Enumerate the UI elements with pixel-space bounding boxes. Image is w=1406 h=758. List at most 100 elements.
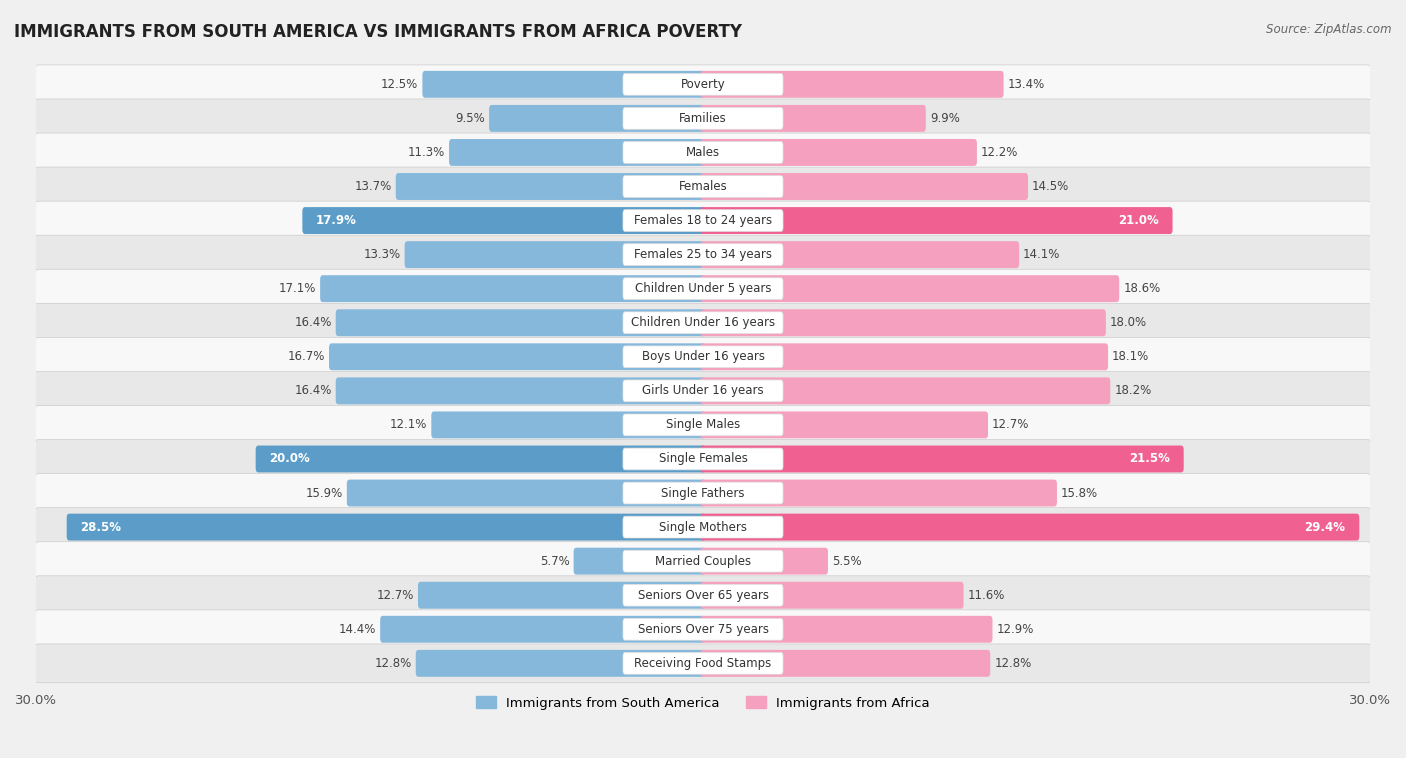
FancyBboxPatch shape — [574, 548, 706, 575]
FancyBboxPatch shape — [35, 269, 1371, 308]
Text: 28.5%: 28.5% — [80, 521, 121, 534]
Text: 18.0%: 18.0% — [1109, 316, 1147, 329]
Text: 5.5%: 5.5% — [832, 555, 862, 568]
Text: 21.5%: 21.5% — [1129, 453, 1170, 465]
FancyBboxPatch shape — [623, 448, 783, 470]
FancyBboxPatch shape — [700, 480, 1057, 506]
Text: 16.4%: 16.4% — [294, 384, 332, 397]
FancyBboxPatch shape — [700, 446, 1184, 472]
Text: 17.9%: 17.9% — [316, 214, 357, 227]
Text: 12.8%: 12.8% — [374, 657, 412, 670]
FancyBboxPatch shape — [35, 371, 1371, 410]
FancyBboxPatch shape — [623, 108, 783, 130]
FancyBboxPatch shape — [329, 343, 706, 370]
Text: 5.7%: 5.7% — [540, 555, 569, 568]
FancyBboxPatch shape — [380, 615, 706, 643]
FancyBboxPatch shape — [700, 173, 1028, 200]
FancyBboxPatch shape — [700, 615, 993, 643]
FancyBboxPatch shape — [700, 105, 925, 132]
Text: 15.9%: 15.9% — [305, 487, 343, 500]
Text: Single Males: Single Males — [666, 418, 740, 431]
Text: Married Couples: Married Couples — [655, 555, 751, 568]
Text: 15.8%: 15.8% — [1062, 487, 1098, 500]
Text: 12.7%: 12.7% — [993, 418, 1029, 431]
Text: Females: Females — [679, 180, 727, 193]
Text: Single Mothers: Single Mothers — [659, 521, 747, 534]
FancyBboxPatch shape — [418, 581, 706, 609]
FancyBboxPatch shape — [489, 105, 706, 132]
Text: 14.1%: 14.1% — [1024, 248, 1060, 261]
Text: Families: Families — [679, 112, 727, 125]
FancyBboxPatch shape — [35, 610, 1371, 649]
FancyBboxPatch shape — [35, 133, 1371, 172]
FancyBboxPatch shape — [35, 576, 1371, 615]
FancyBboxPatch shape — [623, 653, 783, 674]
FancyBboxPatch shape — [700, 275, 1119, 302]
FancyBboxPatch shape — [623, 312, 783, 334]
FancyBboxPatch shape — [35, 508, 1371, 547]
Text: 9.9%: 9.9% — [929, 112, 960, 125]
Text: Girls Under 16 years: Girls Under 16 years — [643, 384, 763, 397]
FancyBboxPatch shape — [700, 343, 1108, 370]
Text: Poverty: Poverty — [681, 78, 725, 91]
FancyBboxPatch shape — [449, 139, 706, 166]
FancyBboxPatch shape — [700, 207, 1173, 234]
Text: 16.7%: 16.7% — [288, 350, 325, 363]
FancyBboxPatch shape — [35, 235, 1371, 274]
Text: 14.4%: 14.4% — [339, 623, 377, 636]
Text: 9.5%: 9.5% — [456, 112, 485, 125]
Text: 18.6%: 18.6% — [1123, 282, 1160, 295]
FancyBboxPatch shape — [623, 210, 783, 231]
FancyBboxPatch shape — [623, 550, 783, 572]
FancyBboxPatch shape — [395, 173, 706, 200]
Text: Seniors Over 75 years: Seniors Over 75 years — [637, 623, 769, 636]
Text: Females 18 to 24 years: Females 18 to 24 years — [634, 214, 772, 227]
FancyBboxPatch shape — [623, 619, 783, 641]
Text: 13.7%: 13.7% — [354, 180, 392, 193]
FancyBboxPatch shape — [35, 167, 1371, 206]
FancyBboxPatch shape — [416, 650, 706, 677]
Text: 12.1%: 12.1% — [389, 418, 427, 431]
FancyBboxPatch shape — [35, 99, 1371, 138]
FancyBboxPatch shape — [321, 275, 706, 302]
FancyBboxPatch shape — [700, 548, 828, 575]
Text: 13.4%: 13.4% — [1008, 78, 1045, 91]
Legend: Immigrants from South America, Immigrants from Africa: Immigrants from South America, Immigrant… — [471, 691, 935, 715]
FancyBboxPatch shape — [35, 440, 1371, 478]
Text: Single Fathers: Single Fathers — [661, 487, 745, 500]
FancyBboxPatch shape — [623, 346, 783, 368]
FancyBboxPatch shape — [700, 581, 963, 609]
FancyBboxPatch shape — [700, 412, 988, 438]
Text: Children Under 16 years: Children Under 16 years — [631, 316, 775, 329]
FancyBboxPatch shape — [700, 70, 1004, 98]
Text: 12.8%: 12.8% — [994, 657, 1032, 670]
FancyBboxPatch shape — [623, 414, 783, 436]
FancyBboxPatch shape — [35, 337, 1371, 376]
Text: Seniors Over 65 years: Seniors Over 65 years — [637, 589, 769, 602]
Text: 12.7%: 12.7% — [377, 589, 413, 602]
Text: 16.4%: 16.4% — [294, 316, 332, 329]
FancyBboxPatch shape — [35, 303, 1371, 342]
FancyBboxPatch shape — [623, 482, 783, 504]
Text: 12.5%: 12.5% — [381, 78, 419, 91]
Text: Males: Males — [686, 146, 720, 159]
FancyBboxPatch shape — [347, 480, 706, 506]
FancyBboxPatch shape — [623, 176, 783, 197]
Text: Receiving Food Stamps: Receiving Food Stamps — [634, 657, 772, 670]
Text: Children Under 5 years: Children Under 5 years — [634, 282, 772, 295]
FancyBboxPatch shape — [256, 446, 706, 472]
Text: Source: ZipAtlas.com: Source: ZipAtlas.com — [1267, 23, 1392, 36]
FancyBboxPatch shape — [700, 139, 977, 166]
Text: 11.6%: 11.6% — [967, 589, 1005, 602]
FancyBboxPatch shape — [623, 74, 783, 96]
Text: 12.2%: 12.2% — [981, 146, 1018, 159]
FancyBboxPatch shape — [623, 244, 783, 265]
FancyBboxPatch shape — [35, 201, 1371, 240]
FancyBboxPatch shape — [700, 514, 1360, 540]
FancyBboxPatch shape — [302, 207, 706, 234]
FancyBboxPatch shape — [35, 406, 1371, 444]
FancyBboxPatch shape — [35, 542, 1371, 581]
FancyBboxPatch shape — [35, 644, 1371, 683]
FancyBboxPatch shape — [35, 474, 1371, 512]
FancyBboxPatch shape — [66, 514, 706, 540]
